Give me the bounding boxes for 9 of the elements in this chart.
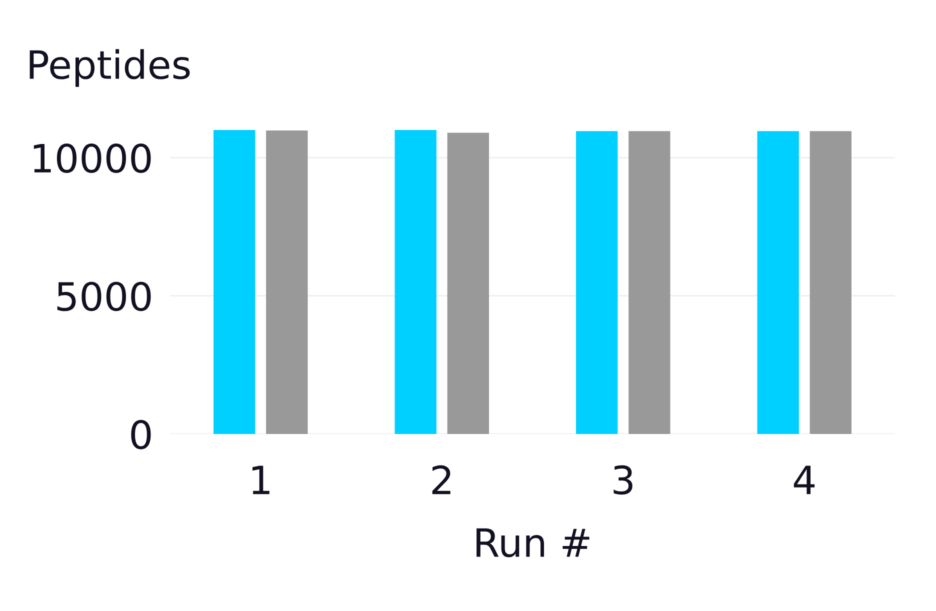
x-tick-label: 3	[614, 465, 632, 495]
y-tick-label: 5000	[57, 282, 151, 312]
y-tick-label: 10000	[34, 144, 151, 173]
y-axis-title: Peptides	[30, 49, 190, 87]
x-tick-label: 2	[432, 465, 450, 494]
x-tick-label: 1	[252, 466, 270, 494]
x-axis-title: Run #	[476, 528, 590, 558]
x-tick-label: 4	[794, 466, 815, 494]
y-tick-label: 0	[131, 420, 151, 450]
